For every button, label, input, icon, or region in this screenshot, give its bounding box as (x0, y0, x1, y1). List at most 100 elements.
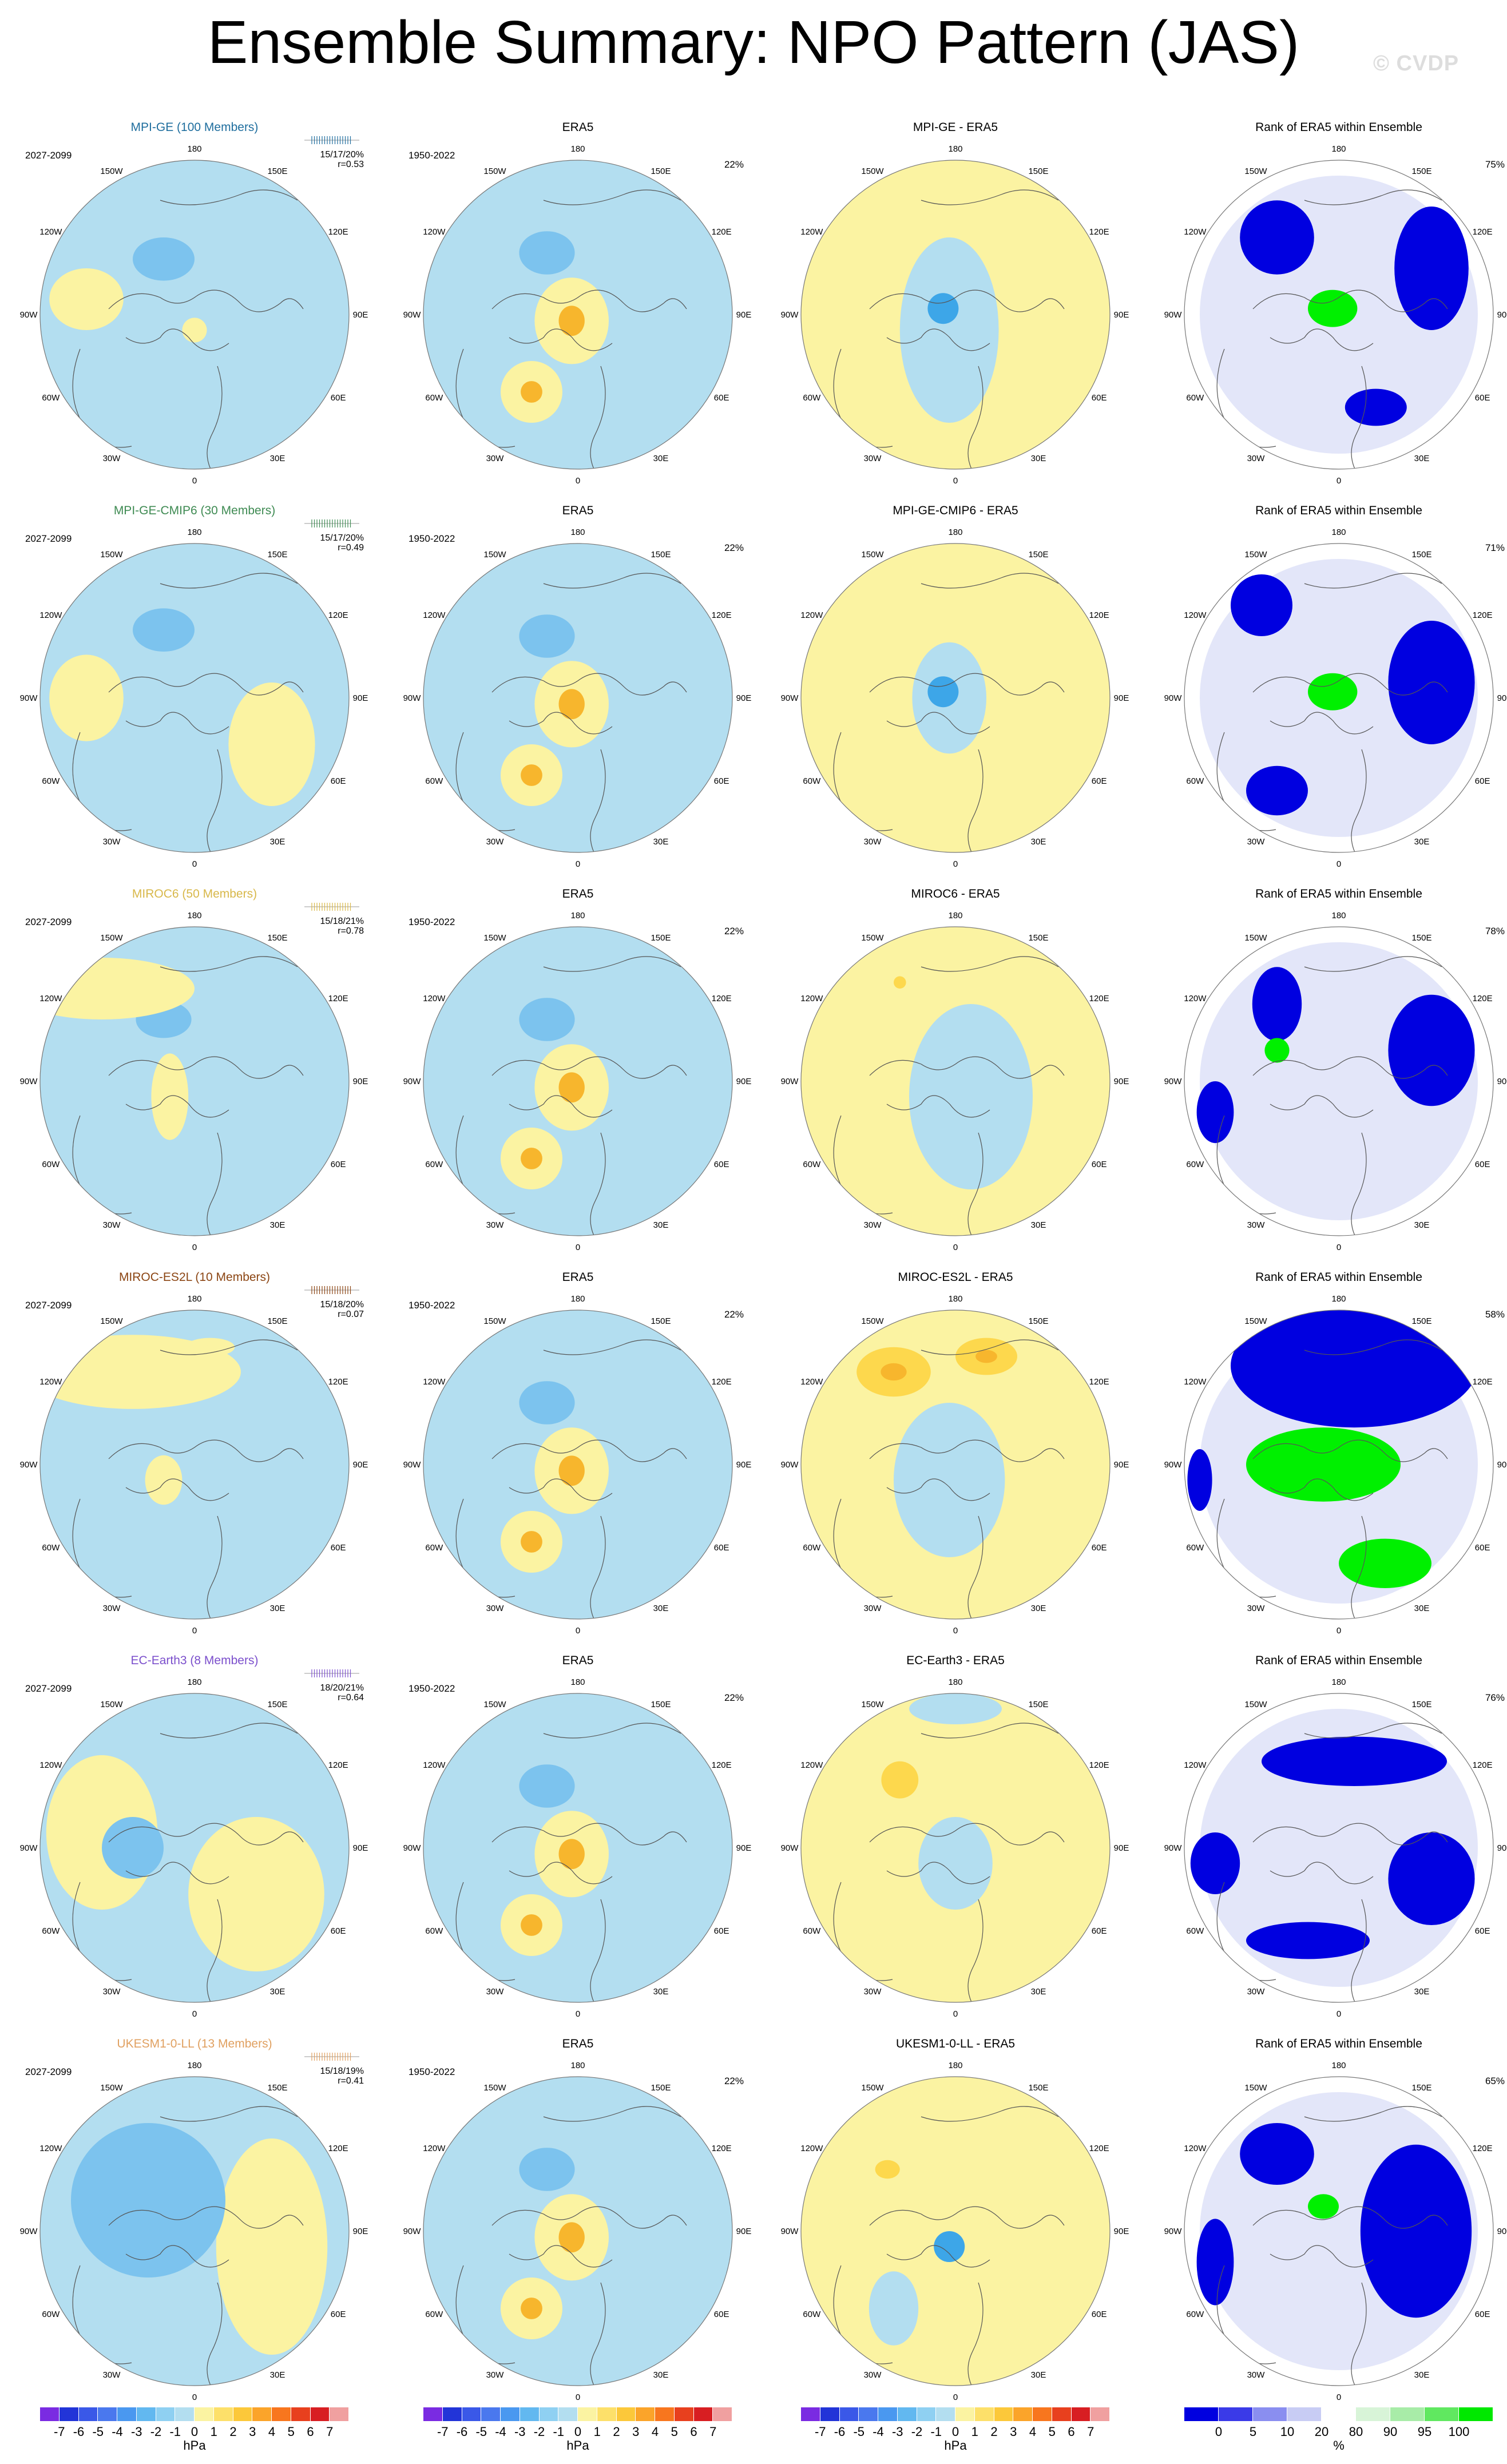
longitude-label: 120W (423, 994, 446, 1003)
longitude-label: 60E (1092, 1543, 1107, 1553)
rank-percent: 78% (1485, 926, 1505, 937)
longitude-label: 120E (712, 2144, 732, 2153)
panel-title: UKESM1-0-LL - ERA5 (895, 2037, 1016, 2050)
colorbar-tick: -4 (112, 2425, 123, 2439)
map-panel-rank: Rank of ERA5 within Ensemble 75% 180 150E 12… (1161, 120, 1507, 498)
variance-stats: 15/18/19% (320, 2066, 364, 2076)
longitude-label: 0 (1337, 1626, 1341, 1636)
longitude-label: 180 (948, 1677, 962, 1687)
period-label: 2027-2099 (25, 2066, 72, 2077)
longitude-label: 0 (1337, 859, 1341, 869)
variance-percent: 22% (724, 159, 744, 170)
colorbar-swatch (310, 2407, 330, 2421)
colorbar-swatch (175, 2407, 195, 2421)
longitude-label: 30W (864, 2370, 882, 2380)
colorbar-tick: 20 (1314, 2425, 1329, 2439)
panel-title: ERA5 (562, 504, 594, 517)
colorbar: -7 -6 -5 -4 -3 -2 -1 0 1 2 3 4 5 6 7 hPa (801, 2407, 1110, 2453)
rank-percent: 76% (1485, 1692, 1505, 1703)
longitude-label: 90W (1164, 2227, 1183, 2236)
colorbar-tick: -7 (437, 2425, 449, 2439)
polar-map: 180 150E 120E 90E 60E 30E 0 30W 60W 90W 120W 150W (1164, 1294, 1507, 1636)
polar-map: 180 150E 120E 90E 60E 30E 0 30W 60W 90W 120W 150W (20, 1677, 368, 2019)
longitude-label: 30W (103, 2370, 121, 2380)
longitude-label: 120E (328, 2144, 348, 2153)
longitude-label: 60W (42, 1543, 60, 1553)
longitude-label: 30E (1031, 454, 1046, 463)
longitude-label: 120W (800, 1377, 823, 1387)
longitude-label: 150E (267, 1700, 287, 1709)
colorbar-swatch (636, 2407, 655, 2421)
field-anomaly-strong (521, 2298, 542, 2319)
colorbar-unit: hPa (183, 2438, 206, 2453)
longitude-label: 90W (403, 1460, 422, 1470)
field-anomaly-low (1394, 207, 1469, 330)
field-anomaly-pos (145, 1455, 183, 1505)
longitude-label: 90E (353, 310, 368, 320)
variance-percent: 22% (724, 1309, 744, 1320)
colorbar-swatch (59, 2407, 79, 2421)
field-anomaly-low (1388, 994, 1475, 1106)
longitude-label: 90W (20, 1460, 38, 1470)
longitude-label: 150E (1028, 933, 1048, 943)
stats-label: 15/17/20% r=0.53 (292, 150, 364, 169)
longitude-label: 90W (20, 1843, 38, 1853)
coastlines (72, 2106, 304, 2386)
colorbar-tick: 2 (229, 2425, 237, 2439)
longitude-label: 30E (653, 2370, 669, 2380)
colorbar-swatch (272, 2407, 291, 2421)
pattern-correlation: r=0.41 (338, 2076, 364, 2086)
colorbar-swatch (897, 2407, 917, 2421)
longitude-label: 60W (42, 1926, 60, 1936)
longitude-label: 0 (192, 1243, 197, 1252)
longitude-label: 150E (1411, 1700, 1431, 1709)
longitude-label: 30W (864, 1604, 882, 1613)
pattern-correlation: r=0.49 (338, 543, 364, 553)
field-anomaly-pos (40, 958, 195, 1019)
longitude-label: 90E (736, 2227, 752, 2236)
longitude-label: 120W (1184, 1377, 1207, 1387)
longitude-label: 150E (651, 1316, 671, 1326)
longitude-label: 150W (100, 166, 123, 176)
longitude-label: 90W (1164, 1460, 1183, 1470)
field-anomaly-low (1252, 967, 1302, 1041)
map-panel-era: ERA5 1950-2022 22% 180 150E 120E 90E 60E 30E 0 30W… (400, 1270, 755, 1648)
map-panel-diff: MIROC-ES2L - ERA5 180 150E 120E 90E 60E 30E 0 30… (778, 1270, 1133, 1648)
field-anomaly-neg (918, 1817, 993, 1910)
longitude-label: 30W (103, 454, 121, 463)
variance-percent: 22% (724, 2076, 744, 2086)
colorbar-swatch (820, 2407, 840, 2421)
field-anomaly-strong (934, 2231, 965, 2262)
longitude-label: 90W (1164, 693, 1183, 703)
longitude-label: 60W (425, 1160, 443, 1169)
longitude-label: 30W (486, 1987, 505, 1997)
longitude-label: 90W (20, 310, 38, 320)
longitude-label: 150W (483, 1700, 506, 1709)
field-anomaly-neg (894, 1403, 1005, 1557)
member-spread-strip (304, 136, 359, 144)
panel-title: MIROC-ES2L - ERA5 (898, 1271, 1013, 1284)
longitude-label: 60E (1092, 776, 1107, 786)
longitude-label: 30E (270, 2370, 285, 2380)
longitude-label: 180 (187, 1294, 201, 1304)
colorbar-tick: -6 (456, 2425, 468, 2439)
longitude-label: 60W (425, 776, 443, 786)
colorbar-tick: 7 (1087, 2425, 1094, 2439)
longitude-label: 30W (486, 2370, 505, 2380)
longitude-label: 30E (1414, 2370, 1430, 2380)
longitude-label: 120E (712, 1377, 732, 1387)
longitude-label: 120E (712, 994, 732, 1003)
longitude-label: 30E (270, 1987, 285, 1997)
longitude-label: 120E (328, 1760, 348, 1770)
longitude-label: 150W (1244, 933, 1267, 943)
longitude-label: 120E (328, 994, 348, 1003)
longitude-label: 90W (403, 693, 422, 703)
colorbar-swatch (1052, 2407, 1072, 2421)
longitude-label: 0 (576, 476, 580, 486)
map-panel-rank: Rank of ERA5 within Ensemble 58% 180 150E 12… (1161, 1270, 1507, 1648)
colorbar-tick: 80 (1349, 2425, 1363, 2439)
colorbar-tick: -4 (495, 2425, 506, 2439)
longitude-label: 30W (1247, 1220, 1266, 1230)
rank-percent: 75% (1485, 159, 1505, 170)
